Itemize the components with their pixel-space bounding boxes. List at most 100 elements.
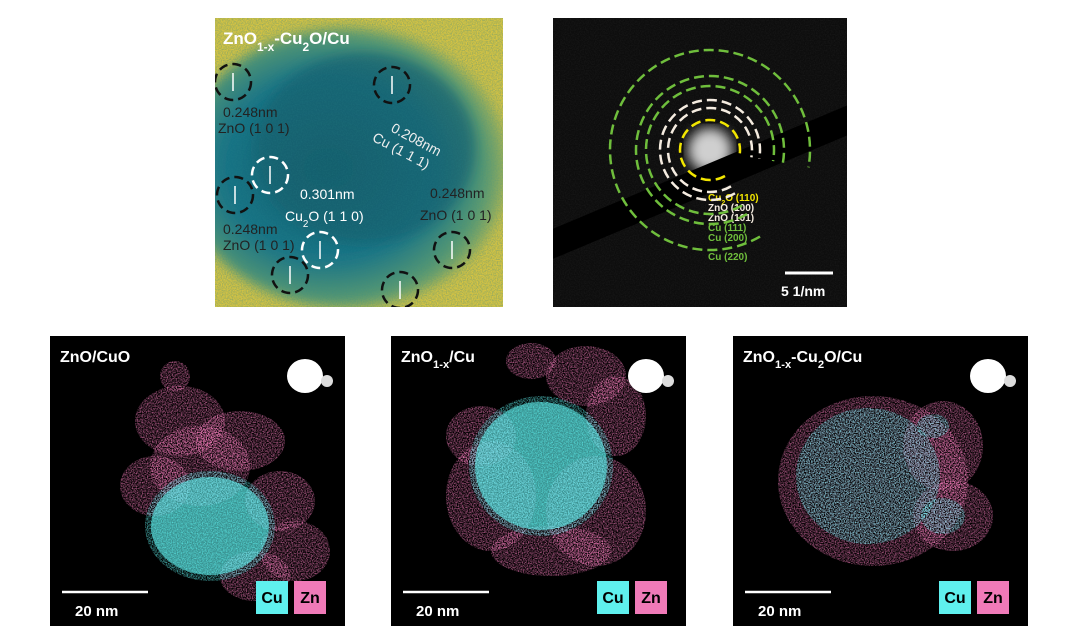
d-spacing: 0.248nm	[223, 104, 277, 120]
zn-region	[491, 526, 611, 576]
lattice-marker	[300, 230, 340, 270]
lattice-marker	[380, 270, 420, 307]
diffraction-ring	[608, 48, 812, 252]
haadf-inset	[321, 375, 333, 387]
text-segment: Cu (220)	[708, 252, 747, 263]
eds-title: ZnO1-x/Cu	[401, 349, 475, 371]
hrtem-grain	[215, 18, 503, 307]
diffraction-ring	[644, 84, 776, 216]
text-segment: -Cu	[791, 349, 818, 366]
diffraction-ring	[666, 106, 754, 194]
eds-panel: ZnO/CuO 20 nm Cu Zn	[50, 336, 345, 626]
scale-label: 20 nm	[416, 603, 459, 620]
diffraction-ring	[658, 98, 762, 202]
text-segment: O/Cu	[824, 349, 862, 366]
text-segment: ZnO (1 0 1)	[218, 120, 290, 136]
ring-label: ZnO (100)	[708, 203, 754, 214]
legend-label: Zn	[983, 590, 1003, 607]
text-segment: Cu	[708, 193, 721, 204]
haadf-inset	[1004, 375, 1016, 387]
text-segment: -Cu	[274, 29, 302, 48]
text-segment: Cu (200)	[708, 233, 747, 244]
subscript: 2	[818, 359, 824, 371]
text-segment: ZnO (100)	[708, 203, 754, 214]
ring-label: Cu (220)	[708, 252, 747, 263]
cu-core	[475, 402, 607, 530]
lattice-marker	[215, 62, 253, 102]
lattice-annotation: 0.248nm ZnO (1 0 1)	[420, 185, 492, 223]
eds-title: ZnO/CuO	[60, 349, 130, 366]
text-segment: ZnO	[743, 349, 775, 366]
lattice-marker	[432, 230, 472, 270]
cu-region	[796, 408, 940, 544]
cu-region	[917, 414, 949, 438]
lattice-marker	[372, 65, 412, 105]
diffraction-ring	[678, 118, 742, 182]
lattice-marker	[270, 255, 310, 295]
text-segment: ZnO	[223, 29, 257, 48]
subscript: 2	[721, 200, 725, 207]
lattice-marker	[215, 175, 255, 215]
ring-label: Cu (200)	[708, 233, 747, 244]
cu-region	[921, 498, 965, 534]
zn-region	[160, 361, 190, 391]
diffraction-ring	[634, 74, 786, 226]
text-segment: ZnO (1 0 1)	[223, 237, 295, 253]
text-segment: O/Cu	[309, 29, 350, 48]
legend-swatch	[977, 581, 1009, 614]
lattice-annotation: 0.301nm Cu2O (1 1 0)	[285, 186, 364, 230]
legend-label: Cu	[602, 590, 623, 607]
text-segment: Cu	[285, 208, 303, 224]
ring-label: ZnO (101)	[708, 213, 754, 224]
subscript: 1-x	[257, 40, 275, 54]
eds-title: ZnO1-x-Cu2O/Cu	[743, 349, 862, 371]
legend-swatch	[635, 581, 667, 614]
text-segment: O (110)	[725, 193, 758, 204]
text-segment: /Cu	[449, 349, 475, 366]
ring-label: Cu2O (110)	[708, 193, 759, 207]
text-segment: Cu (111)	[708, 223, 746, 234]
legend-swatch	[256, 581, 288, 614]
subscript: 1-x	[433, 359, 450, 371]
saed-panel: Cu2O (110)ZnO (100)ZnO (101)Cu (111)Cu (…	[553, 18, 847, 307]
subscript: 2	[303, 219, 308, 230]
legend-label: Zn	[300, 590, 320, 607]
plane-index: ZnO (1 0 1)	[420, 207, 492, 223]
plane-index: ZnO (1 0 1)	[218, 120, 290, 136]
text-segment: ZnO (101)	[708, 213, 754, 224]
scale-label: 5 1/nm	[781, 283, 825, 299]
text-segment: ZnO (1 0 1)	[420, 207, 492, 223]
plane-index: Cu2O (1 1 0)	[285, 208, 364, 230]
legend-swatch	[597, 581, 629, 614]
eds-panel: ZnO1-x-Cu2O/Cu 20 nm Cu Zn	[733, 336, 1028, 626]
haadf-inset	[970, 359, 1006, 393]
legend-label: Zn	[641, 590, 661, 607]
d-spacing: 0.248nm	[223, 221, 277, 237]
d-spacing: 0.301nm	[300, 186, 354, 202]
plane-index: ZnO (1 0 1)	[223, 237, 295, 253]
legend-swatch	[939, 581, 971, 614]
haadf-inset	[287, 359, 323, 393]
hrtem-title: ZnO1-x-Cu2O/Cu	[223, 29, 350, 54]
haadf-inset	[662, 375, 674, 387]
scale-label: 20 nm	[758, 603, 801, 620]
legend-label: Cu	[261, 590, 282, 607]
zn-region	[506, 343, 556, 379]
cu-core	[151, 477, 269, 575]
subscript: 2	[303, 40, 310, 54]
haadf-inset	[628, 359, 664, 393]
d-spacing: 0.248nm	[430, 185, 484, 201]
legend-label: Cu	[944, 590, 965, 607]
text-segment: O (1 1 0)	[308, 208, 363, 224]
ring-label: Cu (111)	[708, 223, 746, 234]
beam-stop	[553, 105, 847, 259]
lattice-marker	[250, 155, 290, 195]
eds-panel: ZnO1-x/Cu 20 nm Cu Zn	[391, 336, 686, 626]
scale-label: 20 nm	[75, 603, 118, 620]
text-segment: ZnO/CuO	[60, 349, 130, 366]
legend-swatch	[294, 581, 326, 614]
